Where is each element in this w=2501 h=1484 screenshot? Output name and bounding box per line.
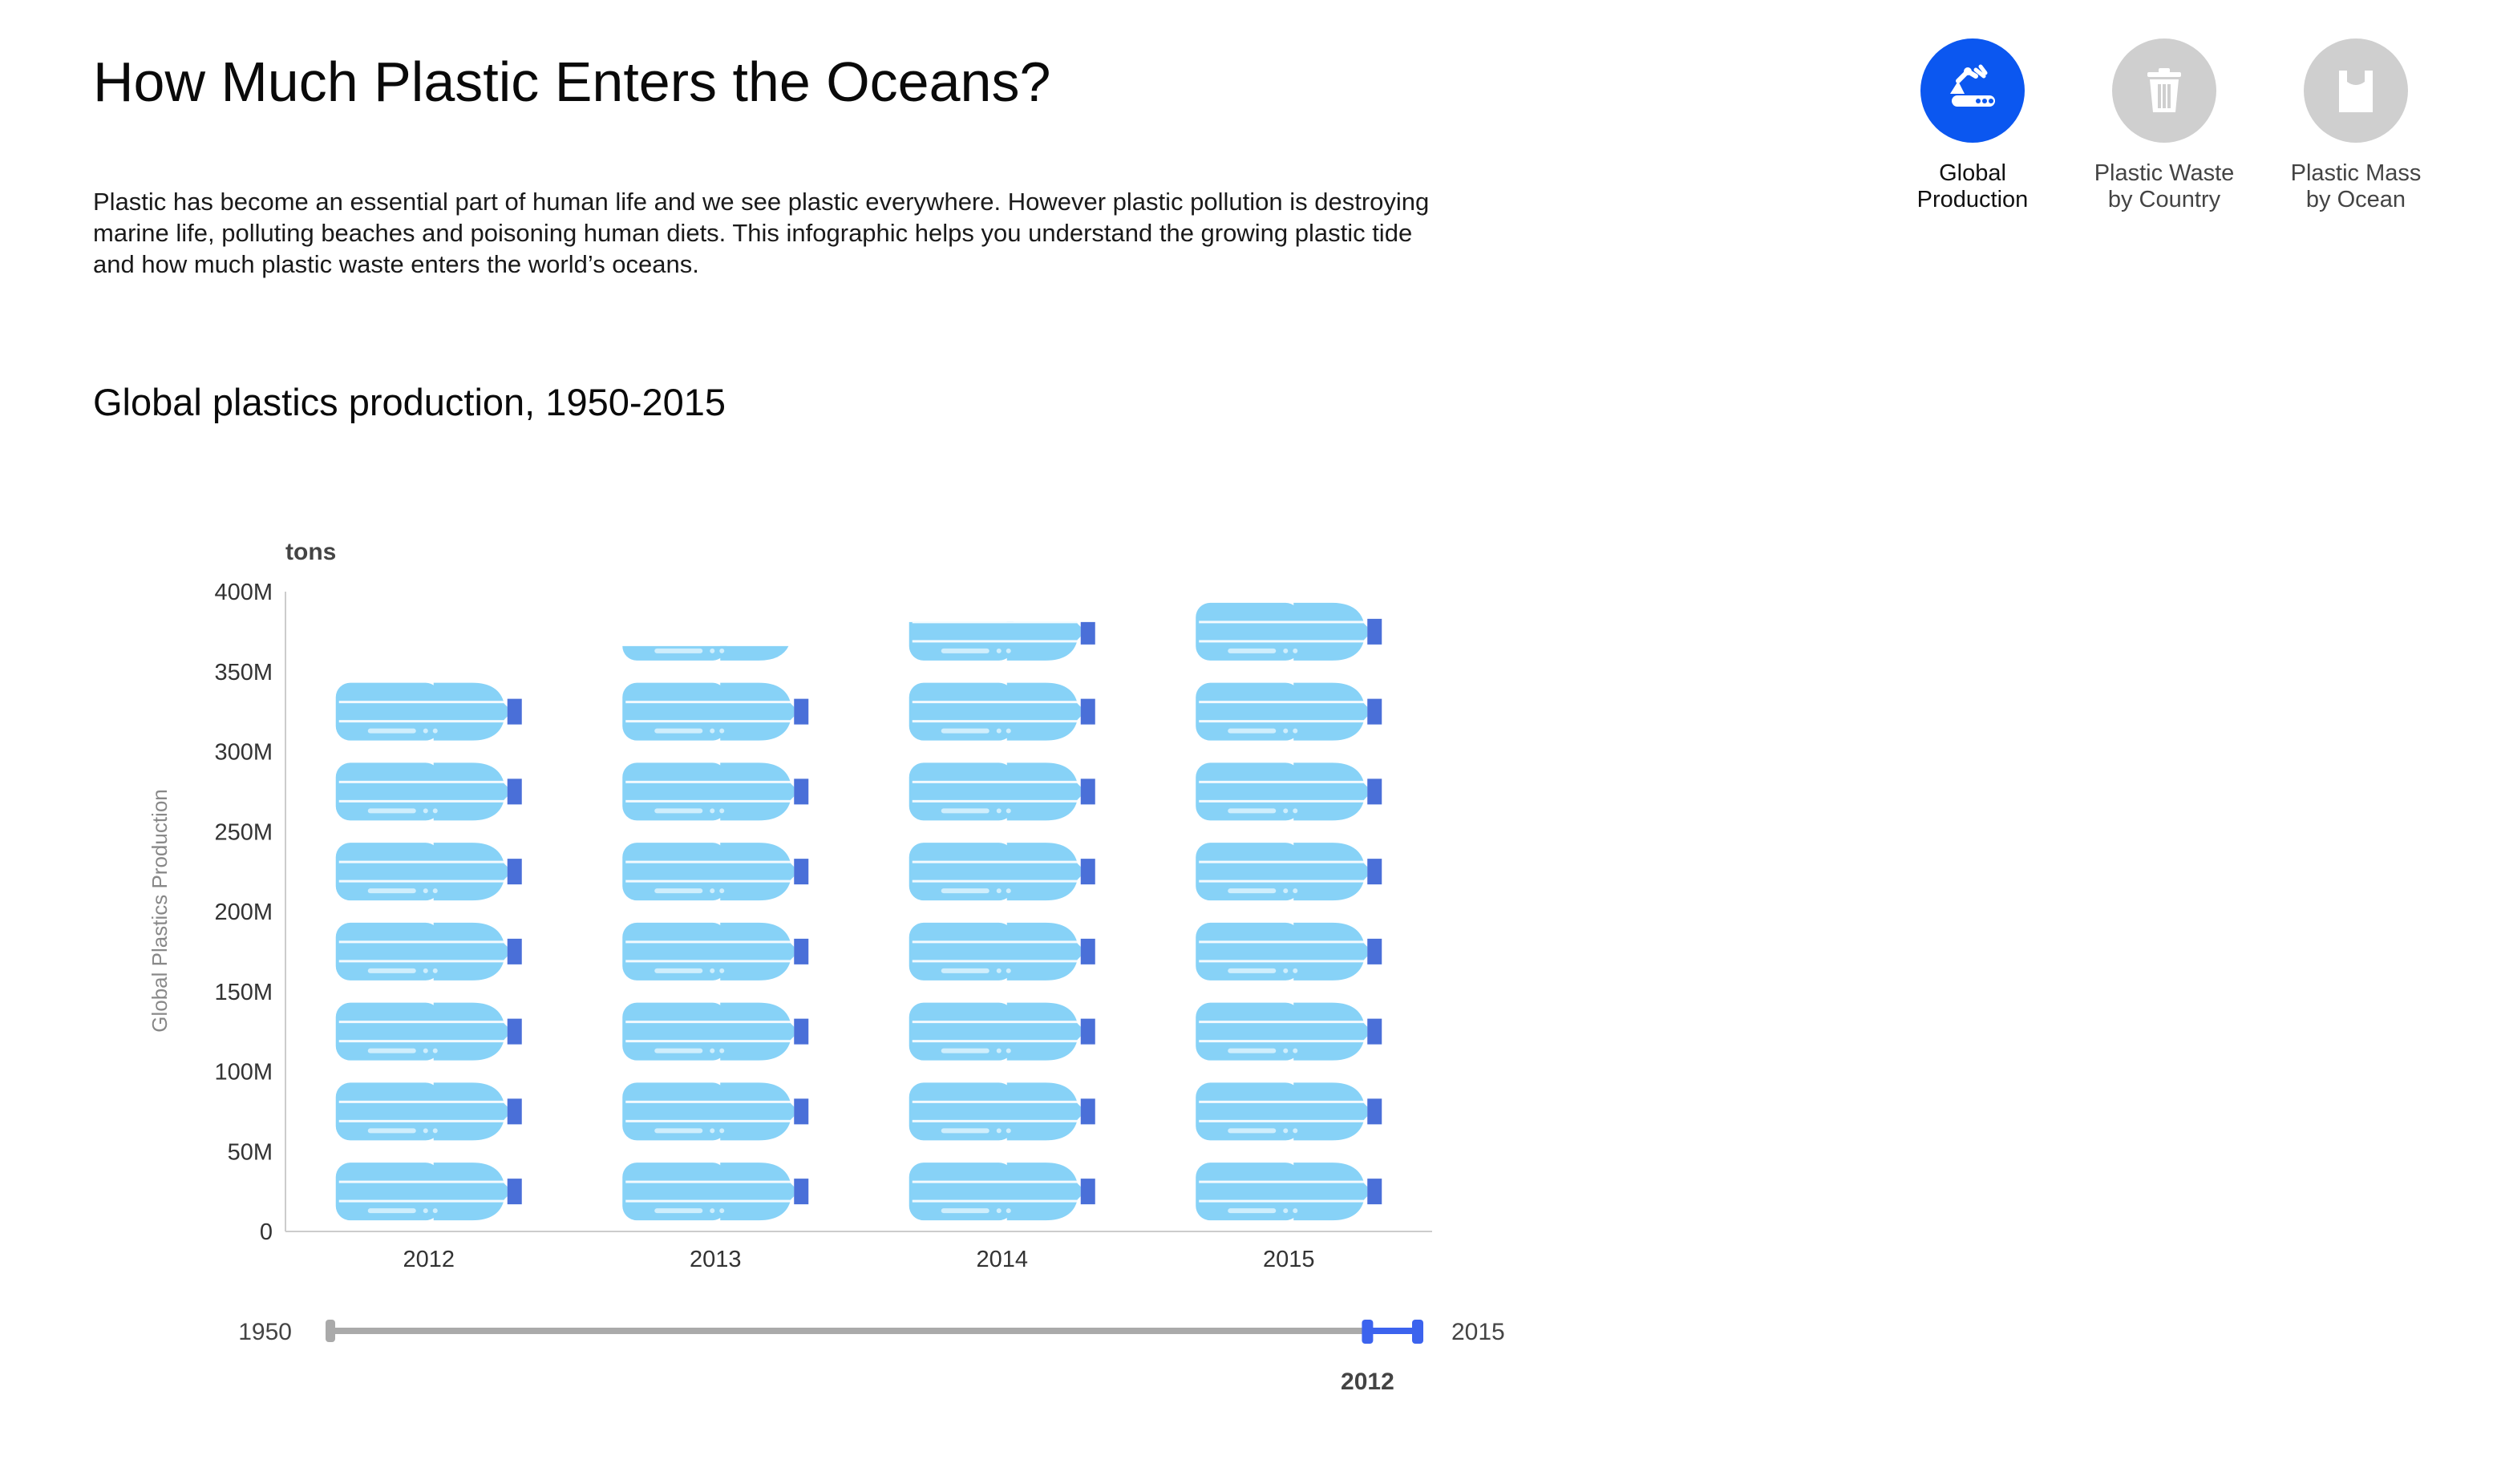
y-tick-label: 50M xyxy=(228,1139,273,1165)
x-axis: 2012 2013 2014 2015 xyxy=(403,1247,1314,1272)
slider-start-handle[interactable] xyxy=(1362,1320,1374,1344)
bottle-icon xyxy=(622,645,789,661)
trash-can-icon xyxy=(2112,38,2216,143)
slider-min-stop xyxy=(326,1320,335,1342)
bottle-icon xyxy=(1196,602,1382,661)
bottle-icon xyxy=(1196,1002,1382,1061)
y-tick-label: 250M xyxy=(214,819,273,845)
nav-label: Plastic Waste by Country xyxy=(2094,160,2235,212)
bottle-icon xyxy=(622,1082,809,1141)
bottle-icon xyxy=(909,762,1095,821)
bottle-icon xyxy=(335,1163,522,1221)
x-tick-label: 2014 xyxy=(976,1247,1028,1272)
view-switcher: Global Production Plastic Waste by Country… xyxy=(1876,38,2438,223)
bottle-icon xyxy=(335,762,522,821)
bottle-icon xyxy=(335,682,522,741)
nav-label: Global Production xyxy=(1916,160,2029,212)
bottle-icon xyxy=(909,1163,1095,1221)
bar-2015[interactable] xyxy=(1196,602,1382,1221)
bottle-icon xyxy=(335,843,522,901)
bottle-columns xyxy=(335,602,1382,1221)
bottle-icon xyxy=(909,621,1095,661)
bottle-icon xyxy=(622,682,809,741)
bottle-icon xyxy=(1196,1163,1382,1221)
slider-end-handle[interactable] xyxy=(1412,1320,1423,1344)
bottle-icon xyxy=(909,922,1095,981)
y-tick-label: 100M xyxy=(214,1060,273,1086)
bottle-icon xyxy=(335,922,522,981)
x-tick-label: 2015 xyxy=(1263,1247,1315,1272)
bar-2012[interactable] xyxy=(335,682,522,1221)
plastic-bag-icon xyxy=(2304,38,2408,143)
factory-robot-arm-icon xyxy=(1920,38,2025,143)
x-tick-label: 2013 xyxy=(690,1247,742,1272)
bottle-icon xyxy=(1196,762,1382,821)
slider-min-label: 1950 xyxy=(238,1319,292,1345)
nav-plastic-waste-by-country[interactable]: Plastic Waste by Country xyxy=(2068,38,2260,213)
y-tick-label: 400M xyxy=(214,580,273,605)
bottle-icon xyxy=(622,762,809,821)
y-tick-label: 350M xyxy=(214,660,273,685)
bottle-icon xyxy=(335,1082,522,1141)
bar-2013[interactable] xyxy=(622,603,809,1221)
bottle-icon xyxy=(909,1082,1095,1141)
slider-max-label: 2015 xyxy=(1451,1319,1505,1345)
bottle-icon xyxy=(335,1002,522,1061)
bar-2014[interactable] xyxy=(909,603,1095,1221)
bottle-icon xyxy=(1196,843,1382,901)
y-axis-label: Global Plastics Production xyxy=(148,789,172,1032)
nav-plastic-mass-by-ocean[interactable]: Plastic Mass by Ocean xyxy=(2260,38,2452,213)
bottle-icon xyxy=(909,1002,1095,1061)
bottle-icon xyxy=(622,1163,809,1221)
unit-label: tons xyxy=(285,539,336,565)
year-range-slider[interactable]: 1950 2015 2012 xyxy=(238,1319,1505,1395)
bottle-icon xyxy=(1196,922,1382,981)
bottle-icon xyxy=(622,922,809,981)
nav-global-production[interactable]: Global Production xyxy=(1876,38,2069,213)
bottle-icon xyxy=(622,1002,809,1061)
bottle-icon xyxy=(1196,682,1382,741)
y-tick-label: 300M xyxy=(214,740,273,766)
bottle-icon xyxy=(909,843,1095,901)
y-tick-label: 150M xyxy=(214,980,273,1005)
slider-start-value: 2012 xyxy=(1341,1369,1394,1395)
y-tick-label: 0 xyxy=(260,1219,273,1245)
bottle-icon xyxy=(622,843,809,901)
y-axis: 0 50M 100M 150M 200M 250M 300M 350M 400M xyxy=(214,580,273,1245)
bottle-icon xyxy=(1196,1082,1382,1141)
y-tick-label: 200M xyxy=(214,900,273,925)
page-title: How Much Plastic Enters the Oceans? xyxy=(93,51,1051,113)
x-tick-label: 2012 xyxy=(403,1247,455,1272)
bottle-icon xyxy=(909,682,1095,741)
intro-text: Plastic has become an essential part of … xyxy=(93,188,1430,278)
chart-title: Global plastics production, 1950-2015 xyxy=(93,381,726,423)
nav-label: Plastic Mass by Ocean xyxy=(2290,160,2422,212)
